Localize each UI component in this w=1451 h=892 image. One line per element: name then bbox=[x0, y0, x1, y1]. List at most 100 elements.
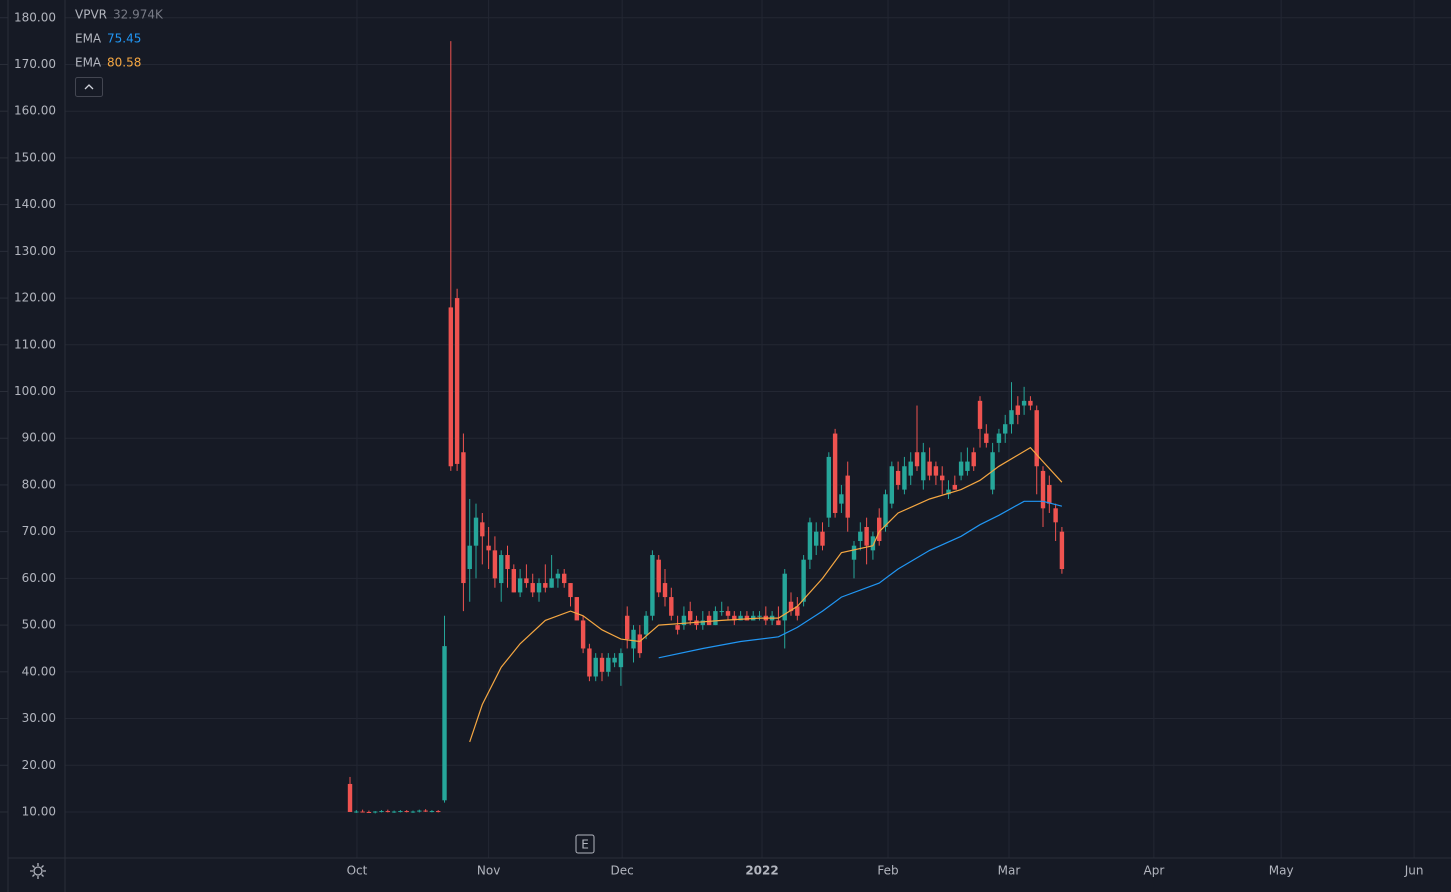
candle-body bbox=[908, 461, 913, 476]
candle-body bbox=[612, 657, 617, 663]
candle-body bbox=[410, 811, 416, 813]
candle-body bbox=[618, 653, 624, 668]
candle-body bbox=[675, 625, 680, 630]
candle-body bbox=[391, 811, 397, 813]
x-tick-label: Mar bbox=[998, 864, 1021, 878]
candle-body bbox=[631, 629, 636, 649]
collapse-button[interactable] bbox=[75, 77, 103, 97]
candle-body bbox=[436, 811, 441, 813]
candle-body bbox=[996, 433, 1002, 443]
candle-body bbox=[1015, 405, 1021, 415]
candle-body bbox=[442, 646, 447, 801]
y-tick-label: 40.00 bbox=[22, 664, 56, 678]
candle-body bbox=[536, 583, 542, 593]
candle-body bbox=[927, 461, 932, 476]
candle-body bbox=[429, 811, 435, 813]
y-tick-label: 60.00 bbox=[22, 571, 56, 585]
candle-body bbox=[625, 615, 630, 640]
candle-body bbox=[354, 811, 359, 813]
candle-body bbox=[681, 615, 687, 626]
candle-body bbox=[366, 811, 372, 813]
candle-body bbox=[933, 466, 939, 476]
candle-body bbox=[574, 597, 580, 621]
candle-body bbox=[795, 606, 800, 616]
candle-body bbox=[814, 531, 819, 546]
x-tick-label: Dec bbox=[611, 864, 634, 878]
candle-body bbox=[555, 573, 561, 579]
legend-value: 80.58 bbox=[107, 56, 141, 70]
settings-icon[interactable] bbox=[30, 863, 46, 879]
candle-body bbox=[788, 601, 794, 612]
candle-body bbox=[946, 489, 951, 495]
x-tick-label: Nov bbox=[477, 864, 500, 878]
candle-body bbox=[732, 615, 737, 621]
candle-body bbox=[404, 811, 409, 813]
candle-body bbox=[902, 466, 907, 490]
candle-body bbox=[1021, 400, 1027, 406]
y-tick-label: 150.00 bbox=[14, 150, 56, 164]
candle-body bbox=[914, 452, 920, 467]
candle-body bbox=[1028, 400, 1033, 406]
candle-body bbox=[719, 611, 724, 613]
candle-body bbox=[656, 559, 661, 593]
x-tick-label: Feb bbox=[877, 864, 898, 878]
candle-body bbox=[1003, 424, 1008, 434]
candle-body bbox=[599, 657, 605, 672]
y-tick-label: 160.00 bbox=[14, 104, 56, 118]
candle-body bbox=[448, 307, 454, 467]
x-tick-label: 2022 bbox=[745, 864, 778, 878]
candle-body bbox=[347, 783, 353, 812]
legend-value: 75.45 bbox=[107, 32, 141, 46]
candle-body bbox=[373, 811, 378, 813]
y-tick-label: 80.00 bbox=[22, 477, 56, 491]
candle-body bbox=[650, 555, 655, 616]
candle-body bbox=[782, 573, 787, 621]
y-tick-label: 170.00 bbox=[14, 57, 56, 71]
legend: VPVR 32.974K EMA EMA 75.45 80.58 bbox=[75, 8, 164, 70]
x-tick-label: May bbox=[1269, 864, 1294, 878]
candle-body bbox=[562, 573, 567, 584]
candle-body bbox=[1040, 470, 1046, 509]
candle-body bbox=[379, 811, 384, 813]
candle-body bbox=[543, 583, 548, 588]
y-tick-label: 90.00 bbox=[22, 431, 56, 445]
candle-body bbox=[940, 475, 945, 481]
candle-body bbox=[832, 433, 838, 513]
indicator-name: VPVR bbox=[75, 8, 107, 22]
candle-body bbox=[398, 811, 403, 813]
indicator-value: 32.974K bbox=[113, 8, 164, 22]
event-marker[interactable]: E bbox=[575, 834, 595, 854]
candle-body bbox=[1059, 531, 1065, 570]
candle-body bbox=[1009, 410, 1014, 425]
candle-body bbox=[473, 517, 479, 546]
candle-body bbox=[807, 522, 813, 560]
candle-body bbox=[744, 615, 750, 621]
candle-body bbox=[517, 578, 523, 593]
candle-body bbox=[889, 466, 895, 504]
candle-body bbox=[725, 611, 731, 616]
candle-body bbox=[801, 559, 806, 602]
candle-body bbox=[524, 578, 529, 584]
candle-body bbox=[820, 531, 825, 546]
candle-body bbox=[700, 620, 706, 626]
candle-body bbox=[587, 648, 592, 677]
y-tick-label: 20.00 bbox=[22, 758, 56, 772]
y-tick-label: 70.00 bbox=[22, 524, 56, 538]
candle-body bbox=[958, 461, 964, 476]
candle-body bbox=[1053, 508, 1058, 523]
legend-name: EMA bbox=[75, 56, 102, 70]
candle-body bbox=[669, 597, 674, 616]
x-tick-label: Jun bbox=[1404, 864, 1424, 878]
plot bbox=[347, 41, 1065, 814]
candle-body bbox=[977, 400, 983, 429]
candle-body bbox=[505, 555, 510, 570]
candle-body bbox=[839, 494, 844, 504]
candle-body bbox=[467, 545, 472, 570]
candle-body bbox=[965, 461, 970, 471]
x-tick-label: Apr bbox=[1144, 864, 1165, 878]
candle-body bbox=[895, 470, 901, 485]
candle-body bbox=[851, 545, 857, 560]
candle-body bbox=[643, 615, 649, 635]
